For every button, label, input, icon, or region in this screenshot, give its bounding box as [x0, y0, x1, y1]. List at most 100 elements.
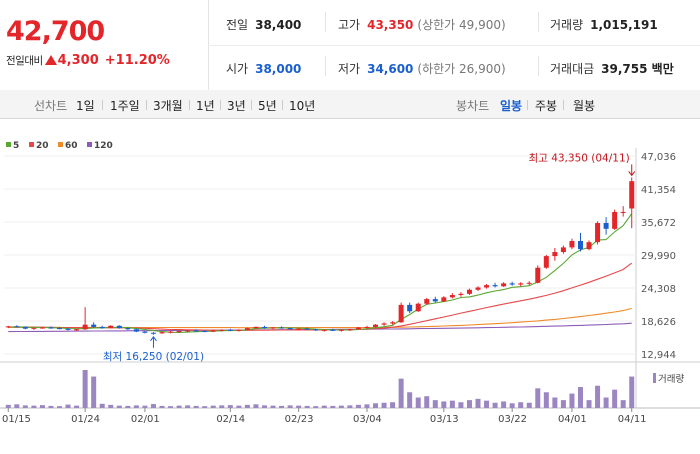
volume-bar [569, 393, 575, 408]
volume-bar [586, 400, 592, 408]
quote-header: 42,700 전일대비 4,300 +11.20% 전일 38,400 고가 43,35… [0, 0, 700, 91]
volume-bar [142, 405, 148, 408]
candle-body [168, 331, 174, 333]
x-tick-label: 02/14 [216, 414, 245, 425]
tab-1w[interactable]: 1주일 [110, 99, 140, 113]
legend-swatch [58, 142, 63, 147]
y-tick-label: 12,944 [641, 350, 676, 361]
candle-body [5, 326, 11, 328]
volume-bar [202, 406, 208, 408]
stat-trade-value: 거래대금 39,755 백만 [550, 60, 674, 77]
candle-body [390, 322, 396, 324]
volume-bar [168, 406, 174, 408]
candle-body [14, 326, 20, 328]
candle-body [509, 283, 515, 285]
candle-body [279, 327, 285, 329]
divider [538, 12, 539, 32]
candle-body [296, 328, 302, 330]
volume-bar [244, 404, 250, 408]
volume-bar [99, 403, 105, 408]
volume-bar [501, 401, 507, 408]
low-arrow-head [150, 335, 157, 342]
high-arrow-head [628, 171, 636, 177]
tab-daily[interactable]: 일봉 [500, 99, 523, 113]
tab-weekly[interactable]: 주봉 [535, 99, 558, 113]
candle-body [236, 329, 242, 331]
stat-value: 38,400 [255, 18, 302, 32]
volume-bar [219, 405, 225, 408]
divider [251, 100, 252, 110]
candle-body [219, 329, 225, 331]
candle-body [432, 299, 438, 302]
volume-bar [133, 405, 139, 408]
stat-value: 38,000 [255, 62, 302, 76]
volume-bar [125, 405, 131, 408]
stat-volume: 거래량 1,015,191 [550, 16, 658, 33]
candle-body [193, 330, 199, 332]
tab-1y[interactable]: 1년 [196, 99, 215, 113]
candle-body [449, 295, 455, 298]
stat-label: 거래대금 [550, 62, 595, 76]
candle-body [441, 297, 447, 302]
volume-bar [159, 405, 165, 408]
candle-body [518, 283, 524, 285]
candle-body [159, 332, 165, 334]
change-amount: 4,300 [57, 53, 99, 68]
volume-bar [5, 404, 11, 408]
candle-body [185, 330, 191, 332]
volume-bar [526, 402, 532, 408]
candle-body [142, 331, 148, 333]
volume-bar [270, 405, 276, 408]
chart-toolbar: 선차트 1일 1주일 3개월 1년 3년 5년 10년 봉차트 일봉 주봉 월봉 [0, 90, 700, 119]
stat-label: 시가 [226, 62, 249, 76]
legend-swatch [29, 142, 34, 147]
candle-body [133, 329, 139, 332]
legend-label: 60 [65, 141, 78, 151]
volume-bar [441, 401, 447, 408]
volume-bar [466, 400, 472, 408]
tab-10y[interactable]: 10년 [289, 99, 316, 113]
candle-body [48, 327, 54, 329]
candle-body [543, 256, 549, 268]
lower-limit: (하한가 26,900) [417, 62, 506, 76]
volume-bar [484, 400, 490, 408]
volume-bar [577, 387, 583, 408]
volume-bar [108, 404, 114, 408]
tab-1d[interactable]: 1일 [76, 99, 95, 113]
legend-swatch [87, 142, 92, 147]
volume-bar [31, 405, 37, 408]
current-price: 42,700 [6, 16, 105, 47]
divider [527, 100, 528, 110]
candle-body [475, 287, 481, 290]
x-tick-label: 04/01 [558, 414, 587, 425]
candle-body [355, 327, 361, 330]
tab-3y[interactable]: 3년 [227, 99, 246, 113]
candle-body [373, 324, 379, 327]
candle-body [612, 211, 618, 229]
stat-prev-close: 전일 38,400 [226, 16, 301, 33]
volume-bar [492, 402, 498, 408]
volume-bar [296, 405, 302, 408]
candle-body [595, 222, 601, 243]
divider [102, 100, 103, 110]
stat-value: 39,755 백만 [601, 62, 674, 76]
x-tick-label: 03/13 [430, 414, 459, 425]
candle-body [116, 325, 122, 329]
volume-bar [552, 397, 558, 408]
volume-bar [543, 392, 549, 408]
volume-bar [253, 404, 259, 408]
volume-bar [227, 405, 233, 408]
candle-body [125, 328, 131, 330]
volume-legend-swatch [653, 373, 656, 383]
volume-bar [22, 405, 28, 408]
tab-3m[interactable]: 3개월 [153, 99, 183, 113]
y-tick-label: 47,036 [641, 152, 676, 163]
volume-bar [390, 402, 396, 408]
tab-5y[interactable]: 5년 [258, 99, 277, 113]
candle-body [253, 326, 259, 329]
candle-body [202, 331, 208, 333]
volume-bar [57, 406, 63, 408]
tab-monthly[interactable]: 월봉 [573, 99, 596, 113]
candle-body [364, 326, 370, 328]
volume-bar [432, 400, 438, 408]
